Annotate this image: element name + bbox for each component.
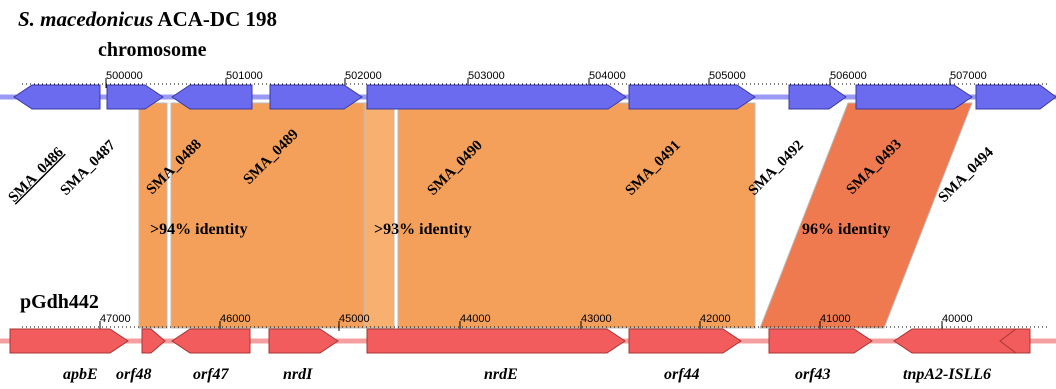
gene-arrow-apbe bbox=[9, 328, 129, 354]
gene-arrow-sma-0494 bbox=[975, 84, 1056, 110]
gene-arrow-orf43 bbox=[768, 328, 873, 354]
homology-block-2a bbox=[363, 102, 395, 329]
plasmid-gene-labels: apbE orf48 orf47 nrdI nrdE orf44 orf43 t… bbox=[63, 366, 991, 383]
identity-label: 96% identity bbox=[802, 221, 890, 238]
identity-labels: >94% identity >93% identity 96% identity bbox=[150, 221, 890, 238]
gene-arrow-sma-0486 bbox=[13, 84, 101, 110]
homology-blocks bbox=[138, 102, 973, 329]
plasmid-tick: 40000 bbox=[942, 313, 973, 325]
gene-label-tnpa2-isll6: tnpA2-ISLL6 bbox=[903, 366, 991, 383]
strain-name: ACA-DC 198 bbox=[153, 7, 277, 31]
gene-arrow-sma-0493 bbox=[855, 84, 973, 110]
plasmid-tick: 45000 bbox=[339, 313, 370, 325]
gene-arrow-sma-0489 bbox=[269, 84, 363, 110]
chromosome-tick: 501000 bbox=[226, 70, 263, 82]
homology-block-2b bbox=[397, 102, 756, 329]
plasmid-tick: 47000 bbox=[100, 313, 131, 325]
gene-arrow-sma-0492 bbox=[788, 84, 847, 110]
plasmid-ticks: 47000 46000 45000 44000 43000 42000 4100… bbox=[99, 313, 973, 331]
organism-name: S. macedonicus bbox=[18, 7, 153, 31]
plasmid-name: pGdh442 bbox=[20, 291, 99, 313]
plasmid-tick: 42000 bbox=[700, 313, 731, 325]
gene-arrow-orf44 bbox=[628, 328, 742, 354]
identity-label: >93% identity bbox=[374, 221, 472, 238]
homology-block-1a bbox=[138, 102, 168, 329]
gene-arrow-orf48 bbox=[141, 328, 166, 354]
gene-arrow-nrde bbox=[366, 328, 626, 354]
organism-title: S. macedonicus ACA-DC 198 bbox=[18, 7, 277, 31]
gene-arrow-sma-0491 bbox=[628, 84, 756, 110]
gene-label-sma-0486: SMA_0486 bbox=[6, 144, 68, 206]
gene-arrow-nrdi bbox=[268, 328, 339, 354]
plasmid-tick: 44000 bbox=[460, 313, 491, 325]
homology-block-1b bbox=[170, 102, 365, 329]
gene-label-orf44: orf44 bbox=[664, 366, 700, 383]
plasmid-tick: 41000 bbox=[820, 313, 851, 325]
replicon-label: chromosome bbox=[98, 39, 207, 61]
gene-arrow-sma-0487 bbox=[106, 84, 164, 110]
gene-arrow-sma-0490 bbox=[366, 84, 627, 110]
gene-label-orf43: orf43 bbox=[795, 366, 831, 383]
chromosome-tick: 503000 bbox=[468, 70, 505, 82]
plasmid-tick: 46000 bbox=[220, 313, 251, 325]
gene-label-nrde: nrdE bbox=[484, 366, 518, 383]
gene-label-apbe: apbE bbox=[63, 366, 98, 383]
gene-label-nrdi: nrdI bbox=[283, 366, 313, 383]
gene-arrow-tnpa2-isll6-inner bbox=[999, 328, 1031, 354]
chromosome-genes bbox=[13, 84, 1056, 110]
plasmid-genes bbox=[9, 328, 1031, 354]
homology-block-3 bbox=[759, 102, 973, 329]
chromosome-tick: 504000 bbox=[589, 70, 626, 82]
gene-label-orf48: orf48 bbox=[116, 366, 152, 383]
gene-label-orf47: orf47 bbox=[193, 366, 230, 383]
gene-arrow-sma-0488 bbox=[171, 84, 253, 110]
identity-label: >94% identity bbox=[150, 221, 248, 238]
gene-arrow-orf47 bbox=[171, 328, 251, 354]
plasmid-tick: 43000 bbox=[581, 313, 612, 325]
chromosome-ticks: 500000 501000 502000 503000 504000 50500… bbox=[105, 70, 987, 88]
chromosome-tick: 500000 bbox=[106, 70, 143, 82]
chromosome-tick: 507000 bbox=[950, 70, 987, 82]
gene-label-sma-0487: SMA_0487 bbox=[58, 137, 120, 199]
chromosome-tick: 505000 bbox=[709, 70, 746, 82]
chromosome-tick: 502000 bbox=[345, 70, 382, 82]
chromosome-tick: 506000 bbox=[830, 70, 867, 82]
